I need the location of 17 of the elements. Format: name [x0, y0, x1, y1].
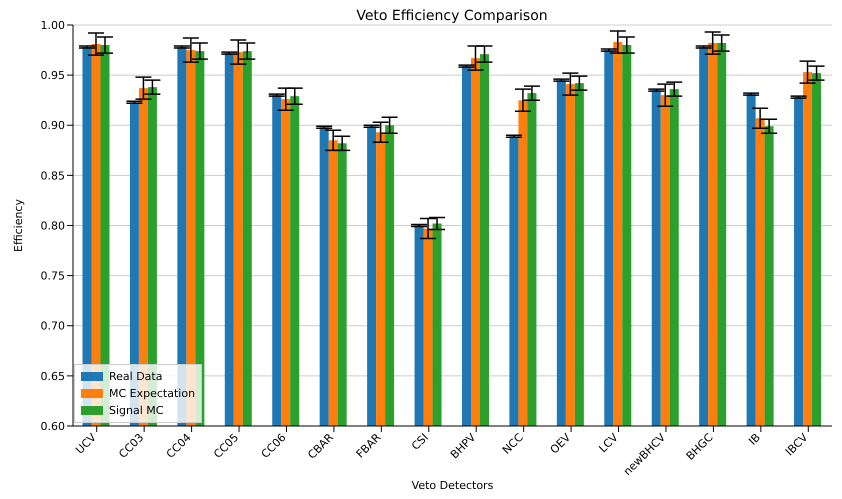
legend-label: Signal MC: [109, 404, 164, 417]
y-tick-label: 0.95: [40, 69, 65, 82]
y-tick-label: 1.00: [40, 18, 65, 32]
x-tick-label: CSI: [409, 430, 431, 453]
y-tick-label: 0.70: [40, 320, 65, 333]
legend-label: MC Expectation: [109, 387, 196, 400]
y-tick-label: 0.65: [40, 370, 65, 383]
legend-label: Real Data: [109, 370, 162, 383]
y-axis-title: Efficiency: [12, 198, 25, 252]
y-tick-label: 0.85: [40, 169, 65, 182]
y-tick-label: 0.75: [40, 270, 65, 283]
x-axis-title: Veto Detectors: [412, 479, 494, 492]
y-tick-label: 0.60: [40, 420, 65, 433]
y-tick-label: 0.80: [40, 219, 65, 232]
y-tick-label: 0.90: [40, 119, 65, 132]
x-tick-label: IB: [746, 430, 763, 448]
chart-title: Veto Efficiency Comparison: [356, 8, 548, 24]
